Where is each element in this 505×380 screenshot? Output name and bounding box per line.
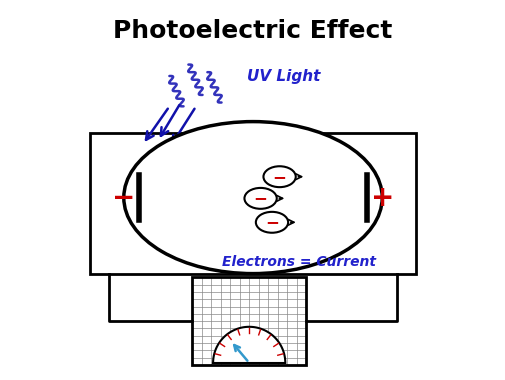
Text: −: − — [112, 184, 135, 212]
Ellipse shape — [256, 212, 287, 233]
Bar — [89, 133, 416, 274]
Text: +: + — [370, 184, 393, 212]
Ellipse shape — [124, 122, 381, 274]
Bar — [192, 277, 306, 365]
Text: Electrons = Current: Electrons = Current — [221, 255, 375, 269]
Polygon shape — [213, 327, 285, 363]
Ellipse shape — [244, 188, 276, 209]
Text: −: − — [272, 168, 286, 186]
Text: Photoelectric Effect: Photoelectric Effect — [113, 19, 392, 43]
Text: UV Light: UV Light — [246, 68, 320, 84]
Text: −: − — [265, 213, 278, 231]
Ellipse shape — [263, 166, 295, 187]
Text: −: − — [253, 189, 267, 207]
